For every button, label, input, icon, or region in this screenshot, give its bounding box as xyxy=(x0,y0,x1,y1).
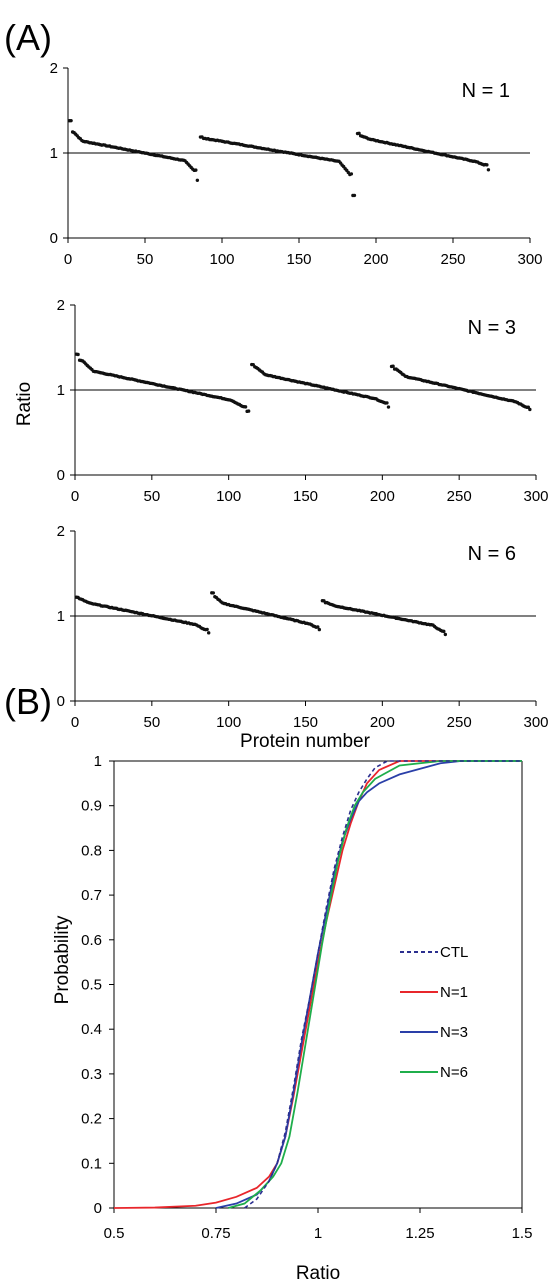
protein-number-axis-label: Protein number xyxy=(240,731,371,752)
y-tick-label: 0.9 xyxy=(81,798,102,815)
y-tick-label: 1 xyxy=(50,145,58,162)
x-tick-label: 50 xyxy=(143,488,160,505)
data-point xyxy=(442,629,446,634)
data-point xyxy=(528,407,532,412)
x-tick-label: 1 xyxy=(314,1225,322,1242)
x-tick-label: 0.5 xyxy=(104,1225,125,1242)
x-tick-label: 1.5 xyxy=(512,1225,533,1242)
data-point xyxy=(317,627,322,632)
data-point xyxy=(206,631,211,635)
legend-label-n6: N=6 xyxy=(440,1064,468,1081)
x-tick-label: 200 xyxy=(363,251,388,268)
y-tick-label: 0.7 xyxy=(81,887,102,904)
data-point xyxy=(205,627,209,632)
data-point xyxy=(316,625,320,629)
x-tick-label: 250 xyxy=(447,714,472,731)
data-point xyxy=(243,405,248,409)
y-tick-label: 2 xyxy=(50,60,58,77)
y-tick-label: 0.5 xyxy=(81,977,102,994)
x-tick-label: 250 xyxy=(447,488,472,505)
data-point xyxy=(391,364,395,368)
ratio-axis-label-a: Ratio xyxy=(14,382,35,426)
data-point xyxy=(357,131,361,135)
x-tick-label: 0 xyxy=(71,714,79,731)
y-tick-label: 1 xyxy=(57,382,65,399)
data-point xyxy=(385,401,389,405)
n-label: N = 3 xyxy=(468,317,516,339)
legend-label-n3: N=3 xyxy=(440,1024,468,1041)
x-tick-label: 300 xyxy=(523,488,548,505)
data-point xyxy=(76,352,80,357)
y-tick-label: 0.8 xyxy=(81,842,102,859)
x-tick-label: 100 xyxy=(216,714,241,731)
legend-label-ctl: CTL xyxy=(440,944,468,961)
data-point xyxy=(349,172,354,176)
data-point xyxy=(195,178,200,182)
y-tick-label: 0 xyxy=(57,693,65,710)
y-tick-label: 0.1 xyxy=(81,1155,102,1172)
n-label: N = 1 xyxy=(462,80,510,102)
data-point xyxy=(211,591,215,595)
y-tick-label: 0.2 xyxy=(81,1111,102,1128)
x-tick-label: 200 xyxy=(370,488,395,505)
data-point xyxy=(443,632,448,637)
scatter-panel-n3: 0 1 2 0 50 100 150 200 250 300 N = 3 xyxy=(57,297,549,505)
x-tick-label: 300 xyxy=(523,714,548,731)
panel-label-a: (A) xyxy=(4,17,52,58)
x-tick-label: 150 xyxy=(293,488,318,505)
y-tick-label: 1 xyxy=(57,608,65,625)
y-tick-label: 2 xyxy=(57,523,65,540)
panel-label-b: (B) xyxy=(4,681,52,722)
probability-axis-label: Probability xyxy=(52,915,73,1004)
data-point xyxy=(194,168,198,172)
y-tick-label: 1 xyxy=(94,753,102,770)
y-tick-label: 0 xyxy=(94,1200,102,1217)
x-tick-label: 150 xyxy=(286,251,311,268)
scatter-panel-n1: 0 1 2 0 50 100 150 200 250 300 N = 1 xyxy=(50,60,543,268)
series-line-n3 xyxy=(215,760,522,1209)
x-tick-label: 0 xyxy=(71,488,79,505)
x-tick-label: 50 xyxy=(137,251,154,268)
cdf-panel: 0 0.1 0.2 0.3 0.4 0.5 0.6 0.7 0.8 0.9 1 0.5 0.75 1 1.2… xyxy=(81,753,532,1242)
x-tick-label: 0 xyxy=(64,251,72,268)
y-tick-label: 2 xyxy=(57,297,65,314)
x-tick-label: 250 xyxy=(440,251,465,268)
x-tick-label: 50 xyxy=(143,714,160,731)
x-tick-label: 150 xyxy=(293,714,318,731)
scatter-panel-n6: 0 1 2 0 50 100 150 200 250 300 N = 6 xyxy=(57,523,549,731)
series-line-n6 xyxy=(228,760,522,1209)
y-tick-label: 0.6 xyxy=(81,932,102,949)
y-tick-label: 0.4 xyxy=(81,1021,102,1038)
ratio-axis-label-b: Ratio xyxy=(296,1263,340,1284)
legend-label-n1: N=1 xyxy=(440,984,468,1001)
x-tick-label: 1.25 xyxy=(405,1225,434,1242)
x-tick-label: 0.75 xyxy=(201,1225,230,1242)
data-point xyxy=(352,193,357,198)
y-tick-label: 0 xyxy=(50,230,58,247)
x-tick-label: 300 xyxy=(517,251,542,268)
x-tick-label: 100 xyxy=(209,251,234,268)
x-tick-label: 200 xyxy=(370,714,395,731)
n-label: N = 6 xyxy=(468,543,516,565)
x-tick-label: 100 xyxy=(216,488,241,505)
data-point xyxy=(386,405,391,409)
y-tick-label: 0 xyxy=(57,467,65,484)
data-point xyxy=(486,168,491,172)
series-line-ctl xyxy=(244,760,522,1209)
data-point xyxy=(246,409,251,413)
data-point xyxy=(69,118,73,123)
y-tick-label: 0.3 xyxy=(81,1066,102,1083)
data-point xyxy=(485,163,489,167)
